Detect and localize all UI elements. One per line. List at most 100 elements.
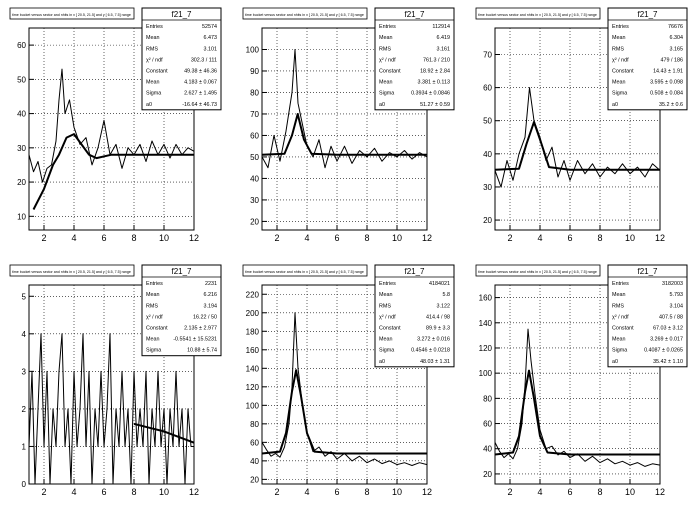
histogram-series — [494, 328, 661, 467]
stats-value: 5.793 — [670, 292, 684, 298]
x-tick-label: 6 — [101, 233, 106, 243]
y-tick-label: 80 — [250, 420, 259, 429]
stats-label: Constant — [379, 69, 401, 75]
stats-label: Entries — [379, 281, 396, 287]
y-tick-label: 5 — [22, 292, 27, 301]
stats-value: 3.272 ± 0.016 — [417, 337, 450, 343]
stats-value: 3.595 ± 0.098 — [650, 80, 683, 86]
stats-label: Entries — [379, 24, 396, 30]
stats-value: 3.165 — [670, 46, 684, 52]
stats-value: 3.101 — [204, 46, 218, 52]
stats-label: a0 — [379, 102, 385, 108]
stats-label: Constant — [146, 326, 168, 332]
y-tick-label: 80 — [483, 394, 492, 403]
stats-value: 4.183 ± 0.067 — [184, 80, 217, 86]
x-tick-label: 2 — [507, 487, 512, 497]
y-tick-label: 40 — [483, 445, 492, 454]
stats-box — [607, 264, 688, 368]
y-tick-label: 60 — [250, 438, 259, 447]
stats-value: 3.122 — [437, 303, 451, 309]
stats-value: 18.92 ± 2.84 — [420, 69, 450, 75]
stats-value: 2.135 ± 2.977 — [184, 326, 217, 332]
y-tick-label: 20 — [483, 470, 492, 479]
histogram-name: f21_7 — [637, 267, 658, 276]
x-tick-label: 2 — [41, 487, 46, 497]
stats-value: 112914 — [432, 24, 450, 30]
fit-curve — [494, 369, 660, 456]
y-tick-label: 60 — [250, 131, 259, 140]
y-tick-label: 100 — [246, 45, 260, 54]
x-tick-label: 6 — [567, 233, 572, 243]
stats-value: 76676 — [668, 24, 683, 30]
y-tick-label: 30 — [483, 183, 492, 192]
x-tick-label: 8 — [597, 233, 602, 243]
stats-value: 52574 — [202, 24, 217, 30]
stats-value: 48.03 ± 1.31 — [420, 359, 450, 365]
title-box — [242, 264, 368, 277]
stats-label: χ² / ndf — [379, 314, 396, 320]
histogram-name: f21_7 — [404, 267, 425, 276]
stats-label: RMS — [146, 303, 158, 309]
stats-value: 51.27 ± 0.59 — [420, 102, 450, 108]
stats-label: Mean — [379, 80, 393, 86]
stats-label: Entries — [612, 281, 629, 287]
stats-label: Mean — [612, 292, 626, 298]
title-box — [9, 264, 135, 277]
stats-value: 0.4546 ± 0.0218 — [411, 348, 450, 354]
x-tick-label: 10 — [159, 487, 169, 497]
x-tick-label: 8 — [131, 233, 136, 243]
stats-label: RMS — [379, 46, 391, 52]
y-tick-label: 40 — [17, 110, 26, 119]
x-tick-label: 10 — [159, 233, 169, 243]
stats-label: χ² / ndf — [146, 314, 163, 320]
stats-value: 2231 — [205, 281, 217, 287]
y-tick-label: 30 — [17, 144, 26, 153]
y-tick-label: 50 — [17, 75, 26, 84]
stats-label: Sigma — [146, 348, 161, 354]
histogram-title: time bucket versus sector and nhits in x… — [478, 270, 597, 274]
stats-label: Sigma — [379, 348, 394, 354]
histogram-panel-3: 2 4 6 8 10 12 20 30 40 50 60 70 time bucket versus s… — [475, 7, 688, 243]
y-tick-label: 20 — [250, 475, 259, 484]
stats-label: Mean — [146, 337, 160, 343]
y-tick-label: 60 — [17, 41, 26, 50]
stats-value: 2.627 ± 1.495 — [184, 91, 217, 97]
stats-value: 49.38 ± 46.36 — [184, 69, 217, 75]
x-tick-label: 2 — [41, 233, 46, 243]
y-tick-label: 90 — [250, 67, 259, 76]
stats-label: Mean — [612, 35, 626, 41]
y-tick-label: 80 — [250, 88, 259, 97]
x-tick-label: 6 — [567, 487, 572, 497]
histogram-title: time bucket versus sector and nhits in x… — [245, 13, 364, 17]
x-tick-label: 12 — [189, 487, 199, 497]
stats-value: 6.419 — [437, 35, 451, 41]
stats-label: χ² / ndf — [612, 314, 629, 320]
y-tick-label: 160 — [246, 346, 260, 355]
stats-label: χ² / ndf — [146, 57, 163, 63]
stats-label: Sigma — [379, 91, 394, 97]
x-tick-label: 8 — [131, 487, 136, 497]
stats-value: 3.104 — [670, 303, 684, 309]
histogram-title: time bucket versus sector and nhits in x… — [245, 270, 364, 274]
stats-label: Sigma — [612, 348, 627, 354]
fit-curve — [133, 422, 195, 444]
x-tick-label: 4 — [304, 487, 309, 497]
y-tick-label: 3 — [22, 367, 27, 376]
stats-label: Mean — [146, 292, 160, 298]
stats-label: Mean — [612, 337, 626, 343]
stats-box — [374, 264, 455, 368]
fit-curve — [261, 113, 427, 156]
stats-value: 4184021 — [429, 281, 450, 287]
y-tick-label: 1 — [22, 442, 27, 451]
stats-value: 0.3934 ± 0.0846 — [411, 91, 450, 97]
y-tick-label: 0 — [22, 480, 27, 489]
x-tick-label: 8 — [597, 487, 602, 497]
y-tick-label: 60 — [483, 84, 492, 93]
stats-label: χ² / ndf — [379, 57, 396, 63]
histogram-title: time bucket versus sector and nhits in x… — [478, 13, 597, 17]
histogram-series — [261, 312, 428, 466]
histogram-panel-1: 2 4 6 8 10 12 10 20 30 40 50 60 time bucket versus s… — [9, 7, 222, 243]
x-tick-label: 2 — [507, 233, 512, 243]
y-tick-label: 20 — [17, 178, 26, 187]
